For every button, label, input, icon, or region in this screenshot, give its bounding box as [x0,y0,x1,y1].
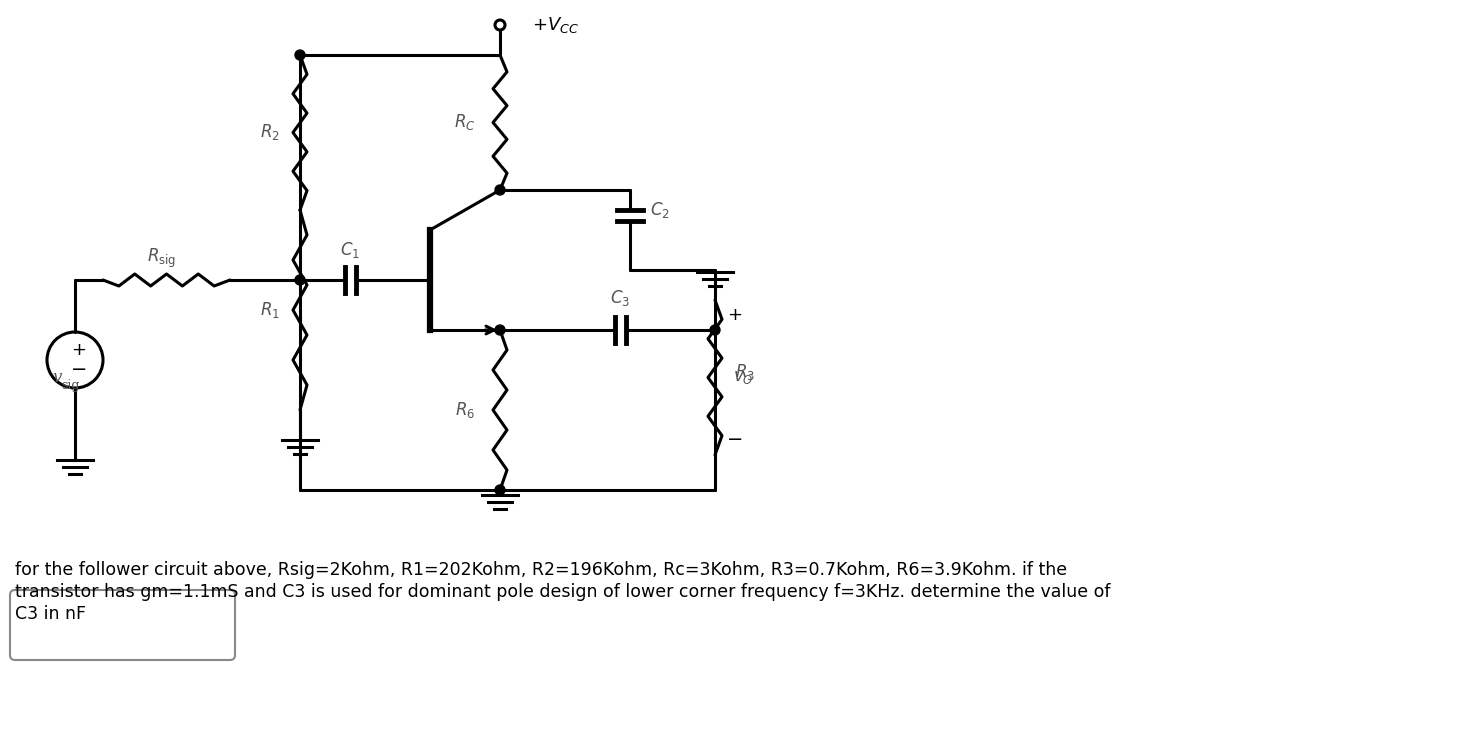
Text: $R_1$: $R_1$ [260,300,280,320]
Text: for the follower circuit above, Rsig=2Kohm, R1=202Kohm, R2=196Kohm, Rc=3Kohm, R3: for the follower circuit above, Rsig=2Ko… [15,561,1067,579]
Text: +: + [728,306,743,324]
Text: $R_C$: $R_C$ [454,112,475,133]
Text: $R_3$: $R_3$ [736,363,755,383]
Circle shape [710,325,719,335]
Circle shape [295,50,305,60]
Text: −: − [71,361,87,380]
Text: $v_O$: $v_O$ [733,369,753,386]
FancyBboxPatch shape [10,590,235,660]
Text: $C_1$: $C_1$ [340,240,360,260]
Circle shape [295,275,305,285]
Text: $C_3$: $C_3$ [610,288,630,308]
Text: +: + [71,341,86,359]
Text: $R_{\rm sig}$: $R_{\rm sig}$ [147,247,176,269]
Text: $C_2$: $C_2$ [650,200,670,220]
Text: $+V_{CC}$: $+V_{CC}$ [531,15,579,35]
Circle shape [494,325,505,335]
Circle shape [494,185,505,195]
Text: $R_2$: $R_2$ [260,123,280,142]
Text: transistor has gm=1.1mS and C3 is used for dominant pole design of lower corner : transistor has gm=1.1mS and C3 is used f… [15,583,1110,601]
Text: −: − [727,431,743,450]
Text: C3 in nF: C3 in nF [15,605,86,623]
Text: sig: sig [61,380,80,393]
Text: v: v [52,369,62,386]
Circle shape [494,485,505,495]
Text: $R_6$: $R_6$ [454,400,475,420]
